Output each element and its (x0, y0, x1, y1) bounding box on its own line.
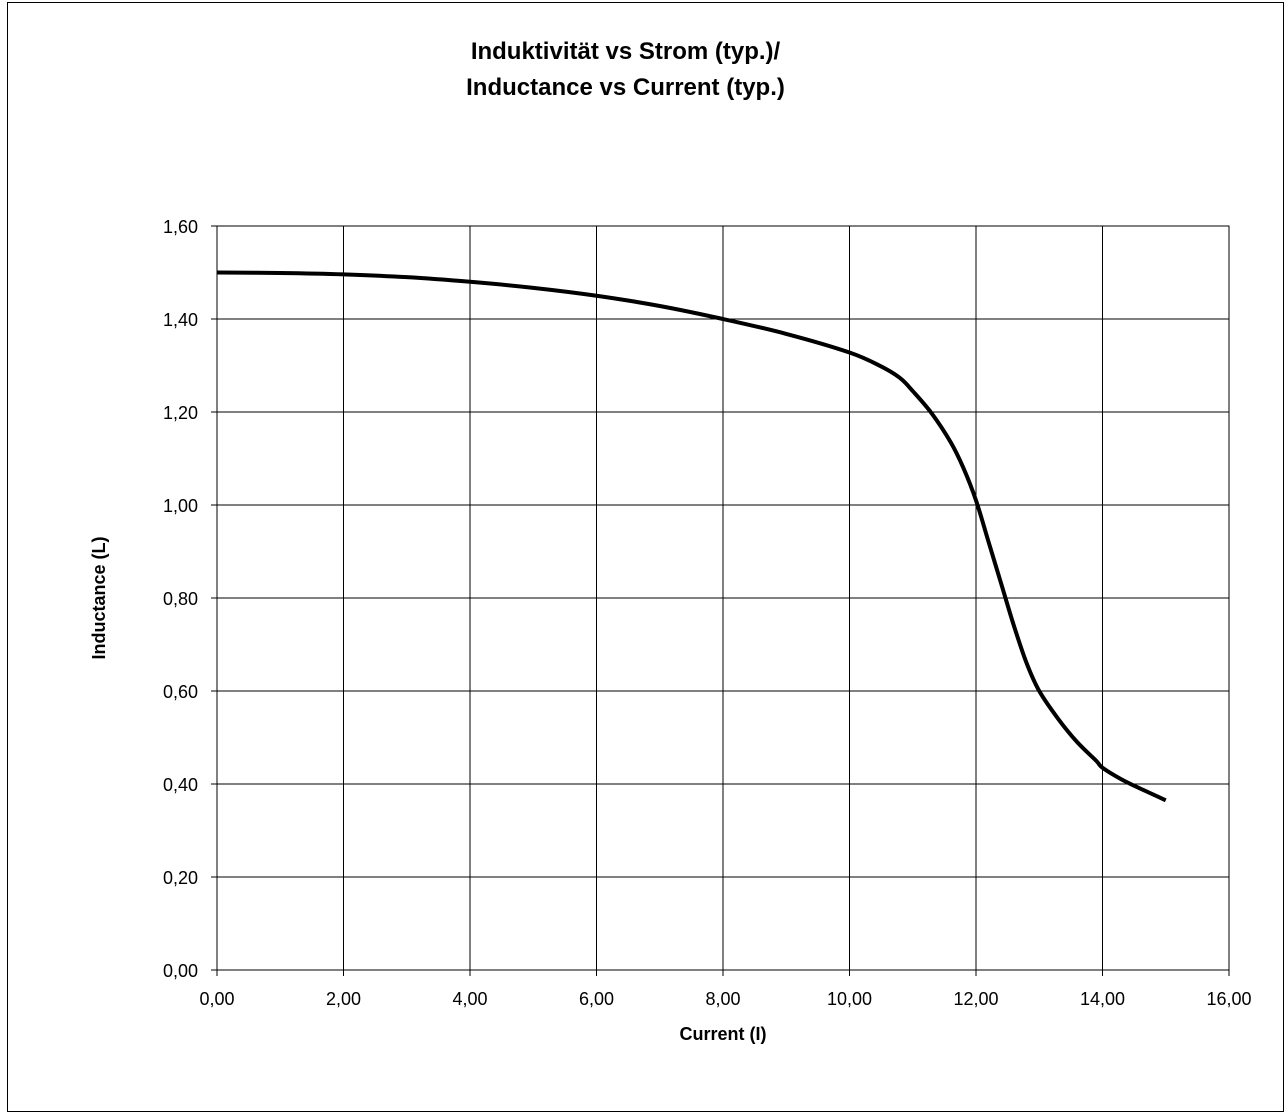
x-tick-label: 16,00 (1206, 989, 1251, 1009)
y-tick-label: 1,00 (163, 496, 198, 516)
y-tick-label: 1,40 (163, 310, 198, 330)
y-tick-label: 0,00 (163, 961, 198, 981)
y-tick-label: 0,80 (163, 589, 198, 609)
y-tick-label: 1,60 (163, 217, 198, 237)
y-axis-ticks: 0,00 0,20 0,40 0,60 0,80 1,00 1,20 1,40 1,60 (163, 217, 217, 981)
chart-title: Induktivität vs Strom (typ.)/ Inductance… (0, 34, 1251, 106)
series-group (216, 270, 1167, 803)
grid-lines (217, 226, 1229, 970)
y-tick-label: 0,40 (163, 775, 198, 795)
x-tick-label: 10,00 (827, 989, 872, 1009)
x-axis-label: Current (I) (680, 1024, 767, 1044)
chart-title-line-2: Inductance vs Current (typ.) (466, 74, 785, 101)
x-tick-label: 4,00 (452, 989, 487, 1009)
chart-title-line-1: Induktivität vs Strom (typ.)/ (470, 38, 781, 65)
chart-frame (7, 2, 1284, 1112)
y-tick-label: 1,20 (163, 403, 198, 423)
x-tick-label: 14,00 (1080, 989, 1125, 1009)
y-tick-label: 0,20 (163, 868, 198, 888)
x-tick-label: 8,00 (705, 989, 740, 1009)
x-tick-label: 2,00 (326, 989, 361, 1009)
y-tick-label: 0,60 (163, 682, 198, 702)
series-line-0 (216, 270, 1167, 803)
y-axis-label: Inductance (L) (89, 536, 109, 659)
x-tick-label: 6,00 (579, 989, 614, 1009)
x-tick-label: 0,00 (199, 989, 234, 1009)
x-tick-label: 12,00 (953, 989, 998, 1009)
x-axis-ticks: 0,00 2,00 4,00 6,00 8,00 10,00 12,00 14,00 16,00 (199, 970, 1252, 1009)
